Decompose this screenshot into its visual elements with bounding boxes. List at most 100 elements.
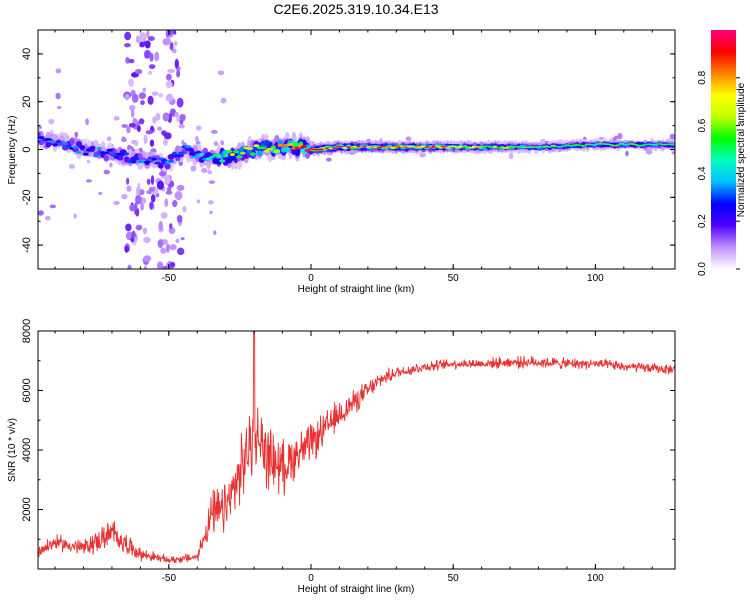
colorbar-tick-label: 0.0 [697,262,708,276]
spectrogram-y-tick-label: 40 [21,48,33,60]
spectrogram-cell [124,93,130,101]
spectrogram-cell [158,162,164,169]
spectrogram-y-axis: -40 -20 0 20 40 [21,29,675,270]
spectrogram-cell [166,187,172,192]
spectrogram-cell [68,164,75,169]
spectrogram-cell [128,78,134,88]
spectrogram-cell [326,157,332,162]
spectrogram-cell [134,157,140,161]
snr-series-line [38,331,675,564]
spectrogram-cell [287,143,294,146]
spectrogram-panel: -50 0 50 100 -40 -20 0 20 40 Height of straight… [7,29,676,295]
spectrogram-cell [249,152,257,156]
spectrogram-cell [113,116,120,121]
spectrogram-cell [213,230,217,235]
spectrogram-cell [617,132,623,140]
spectrogram-cell [270,145,277,149]
spectrogram-cell [389,147,397,149]
spectrogram-cell [149,139,155,147]
spectrogram-cell [160,212,168,219]
spectrogram-cell [461,145,468,148]
spectrogram-cell [82,152,89,156]
spectrogram-cell [176,184,185,191]
spectrogram-cell [210,129,218,134]
spectrogram-cell [162,112,170,122]
spectrogram-cell [246,147,253,151]
spectrogram-cell [379,145,386,148]
colorbar-bar [711,30,736,269]
spectrogram-cell [223,154,229,158]
spectrogram-x-tick-label: -50 [162,273,177,284]
spectrogram-cell [38,131,41,138]
spectrogram-x-tick-label: 0 [308,273,314,284]
figure-title: C2E6.2025.319.10.34.E13 [273,1,438,17]
spectrogram-cell [127,264,132,269]
spectrogram-cell [230,153,236,156]
spectrogram-cell [184,145,192,149]
spectrogram-cell [136,186,141,196]
spectrogram-cell [106,148,114,152]
spectrogram-cell [338,145,345,148]
spectrogram-cell [331,147,339,149]
spectrogram-cell [239,151,246,155]
spectrogram-cell [135,195,142,205]
spectrogram-cell [132,117,138,125]
spectrogram-cell [131,108,135,118]
spectrogram-cell [318,148,324,151]
snr-background [38,331,675,569]
spectrogram-cell [147,95,154,105]
spectrogram-x-axis: -50 0 50 100 [54,30,653,284]
snr-x-tick-label: -50 [162,573,177,584]
spectrogram-cell [146,178,151,185]
spectrogram-cell [156,180,165,190]
snr-y-tick-label: 6000 [21,378,33,402]
spectrogram-cell [232,150,239,154]
spectrogram-cell [171,152,178,155]
spectrogram-cell [38,140,41,143]
spectrogram-cell [130,236,135,243]
spectrogram-cell [140,202,144,211]
spectrogram-cell [136,125,141,132]
spectrogram-cell [73,213,77,219]
spectrogram-cell [405,136,412,141]
spectrogram-cell [451,145,458,148]
spectrogram-cell [134,140,139,147]
spectrogram-cell [144,54,149,59]
spectrogram-cell [85,118,89,126]
spectrogram-cell [284,146,290,153]
spectrogram-cell [106,136,112,142]
spectrogram-cell [217,70,225,76]
spectrogram-cell [165,81,173,89]
spectrogram-cell [62,142,69,146]
spectrogram-cell [143,265,147,269]
spectrogram-cell [92,153,100,157]
spectrogram-cell [253,144,260,148]
spectrogram-cell [174,154,182,158]
spectrogram-cell [192,155,198,159]
spectrogram-cell [509,146,516,149]
spectrogram-cell [645,149,653,155]
spectrogram-cell [220,97,227,104]
spectrogram-cell [440,146,448,148]
spectrogram-cell [190,165,197,172]
spectrogram-cell [148,64,156,69]
spectrogram-cell [86,159,91,164]
spectrogram-cell [177,247,185,256]
spectrogram-cell [508,152,514,160]
spectrogram-cell [89,146,96,149]
spectrogram-cell [69,138,75,145]
spectrogram-y-label: Frequency (Hz) [7,116,18,185]
spectrogram-cell [164,174,171,185]
spectrogram-cell [467,147,475,149]
colorbar-tick-label: 0.4 [697,166,708,180]
colorbar-ticks: 0.0 0.2 0.4 0.6 0.8 [697,70,740,276]
spectrogram-cell [149,52,154,62]
spectrogram-cell [98,191,103,196]
spectrogram-cell [49,204,56,209]
spectrogram-cell [72,146,79,150]
spectrogram-cell [220,140,225,146]
spectrogram-cell [171,48,177,54]
spectrogram-cell [146,30,150,38]
spectrogram-cell [147,36,155,41]
